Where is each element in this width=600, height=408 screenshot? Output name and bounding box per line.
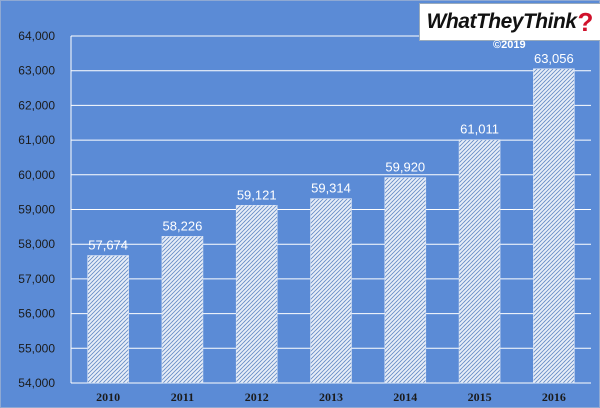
y-tick-label: 57,000 xyxy=(18,272,55,286)
y-tick-label: 54,000 xyxy=(18,376,55,390)
bar-2013 xyxy=(310,198,352,384)
x-tick-label-2012: 2012 xyxy=(245,390,269,404)
y-axis-ticks: 54,000 55,000 56,000 57,000 58,000 59,000 60,0… xyxy=(18,29,55,390)
y-tick-label: 64,000 xyxy=(18,29,55,43)
bar-2016 xyxy=(533,68,575,384)
bar-2011 xyxy=(161,236,204,384)
x-tick-label-2014: 2014 xyxy=(393,390,417,404)
y-tick-label: 59,000 xyxy=(18,203,55,217)
x-tick-label-2011: 2011 xyxy=(171,390,194,404)
x-axis-ticks: 2010 2011 2012 2013 2014 2015 2016 xyxy=(96,390,566,404)
x-tick-label-2016: 2016 xyxy=(542,390,566,404)
data-label-2012: 59,121 xyxy=(237,187,277,202)
bars xyxy=(87,68,575,384)
y-tick-label: 56,000 xyxy=(18,307,55,321)
data-label-2011: 58,226 xyxy=(163,218,203,233)
bar-2010 xyxy=(87,255,129,384)
data-label-2013: 59,314 xyxy=(311,181,351,196)
x-tick-label-2013: 2013 xyxy=(319,390,343,404)
x-tick-label-2010: 2010 xyxy=(96,390,120,404)
y-tick-label: 55,000 xyxy=(18,341,55,355)
copyright-notice: ©2019 xyxy=(493,39,526,51)
y-tick-label: 58,000 xyxy=(18,237,55,251)
data-label-2016: 63,056 xyxy=(534,51,574,66)
y-tick-label: 60,000 xyxy=(18,168,55,182)
data-label-2010: 57,674 xyxy=(88,238,128,253)
data-label-2015: 61,011 xyxy=(460,122,499,137)
y-tick-label: 61,000 xyxy=(18,133,55,147)
logo-question-mark: ? xyxy=(577,6,594,37)
logo-wordmark: WhatTheyThink xyxy=(426,10,577,33)
data-label-2014: 59,920 xyxy=(385,160,425,175)
y-tick-label: 62,000 xyxy=(18,98,55,112)
bar-2015 xyxy=(458,139,501,384)
bar-2014 xyxy=(384,177,427,384)
data-labels: 57,674 58,226 59,121 59,314 59,920 61,011 63,0… xyxy=(88,51,573,253)
whattheythink-logo: WhatTheyThink? xyxy=(419,3,600,41)
x-tick-label-2015: 2015 xyxy=(468,390,492,404)
y-tick-label: 63,000 xyxy=(18,64,55,78)
bar-2012 xyxy=(235,205,278,384)
